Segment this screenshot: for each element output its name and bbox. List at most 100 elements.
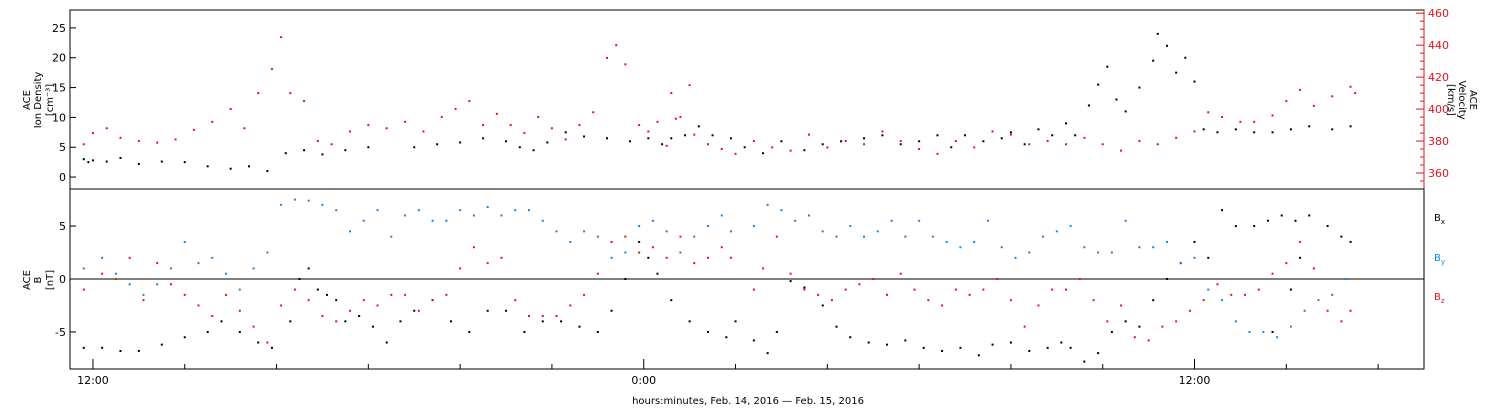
data-point-bx bbox=[775, 330, 778, 333]
data-point-density bbox=[1175, 71, 1178, 74]
data-point-velocity bbox=[973, 146, 976, 149]
data-point-velocity bbox=[468, 100, 471, 103]
data-point-bz bbox=[1349, 309, 1352, 312]
data-point-bx bbox=[335, 299, 338, 302]
data-point-density bbox=[206, 165, 209, 168]
data-point-velocity bbox=[316, 140, 319, 143]
data-point-by bbox=[1028, 251, 1031, 254]
data-point-density bbox=[284, 152, 287, 155]
data-point-bz bbox=[679, 235, 682, 238]
data-point-bz bbox=[404, 293, 407, 296]
data-point-velocity bbox=[1312, 104, 1315, 107]
data-point-bz bbox=[789, 272, 792, 275]
data-point-bz bbox=[362, 299, 365, 302]
data-point-by bbox=[973, 240, 976, 243]
data-point-bz bbox=[1009, 299, 1012, 302]
data-point-velocity bbox=[1175, 136, 1178, 139]
data-point-velocity bbox=[1354, 92, 1357, 95]
data-point-bz bbox=[1326, 309, 1329, 312]
data-point-by bbox=[904, 235, 907, 238]
data-point-density bbox=[780, 140, 783, 143]
data-point-bz bbox=[1175, 320, 1178, 323]
data-point-density bbox=[137, 162, 140, 165]
data-point-by bbox=[959, 246, 962, 249]
data-point-bx bbox=[399, 320, 402, 323]
data-point-velocity bbox=[211, 120, 214, 123]
data-point-density bbox=[1156, 32, 1159, 35]
data-point-velocity bbox=[482, 124, 485, 127]
data-point-bx bbox=[1046, 346, 1049, 349]
data-point-bx bbox=[486, 309, 489, 312]
data-point-velocity bbox=[647, 130, 650, 133]
data-point-density bbox=[564, 131, 567, 134]
data-point-velocity bbox=[615, 44, 618, 47]
data-point-by bbox=[1248, 330, 1251, 333]
data-point-by bbox=[945, 240, 948, 243]
data-point-bz bbox=[431, 299, 434, 302]
data-point-density bbox=[546, 141, 549, 144]
data-point-bz bbox=[1216, 283, 1219, 286]
top-plot-points bbox=[82, 32, 1357, 173]
data-point-bz bbox=[913, 288, 916, 291]
data-point-bz bbox=[1188, 309, 1191, 312]
data-point-bz bbox=[569, 304, 572, 307]
data-point-bx bbox=[849, 336, 852, 339]
data-point-by bbox=[766, 203, 769, 206]
data-point-bz bbox=[1064, 288, 1067, 291]
data-point-bz bbox=[729, 256, 732, 259]
data-point-density bbox=[1009, 131, 1012, 134]
data-point-bz bbox=[885, 293, 888, 296]
data-point-density bbox=[482, 137, 485, 140]
data-point-velocity bbox=[789, 149, 792, 152]
data-point-bz bbox=[996, 278, 999, 280]
top-panel: 0 5 10 15 20 25 360 380 400 420 440 460 ACE Ion De… bbox=[22, 7, 1478, 190]
data-point-by bbox=[183, 240, 186, 243]
data-point-velocity bbox=[1156, 143, 1159, 146]
data-point-bx bbox=[289, 320, 292, 323]
data-point-by bbox=[706, 225, 709, 228]
data-point-velocity bbox=[229, 108, 232, 111]
data-point-velocity bbox=[564, 138, 567, 141]
data-point-density bbox=[1271, 131, 1274, 134]
data-point-bx bbox=[541, 320, 544, 323]
data-point-velocity bbox=[523, 132, 526, 135]
x-axis-title: hours:minutes, Feb. 14, 2016 — Feb. 15, … bbox=[632, 396, 864, 407]
data-point-density bbox=[229, 167, 232, 170]
data-point-density bbox=[105, 160, 108, 163]
data-point-bx bbox=[257, 341, 260, 344]
data-point-by bbox=[101, 256, 104, 259]
data-point-by bbox=[794, 219, 797, 222]
data-point-by bbox=[1097, 251, 1100, 254]
data-point-velocity bbox=[1028, 143, 1031, 146]
data-point-by bbox=[821, 230, 824, 233]
data-point-bx bbox=[941, 350, 944, 352]
data-point-bx bbox=[885, 343, 888, 346]
data-point-velocity bbox=[1207, 111, 1210, 114]
data-point-by bbox=[307, 199, 310, 202]
data-point-bx bbox=[1289, 288, 1292, 291]
top-left-tick-label: 0 bbox=[59, 171, 66, 184]
data-point-by bbox=[1276, 336, 1279, 339]
data-point-velocity bbox=[674, 117, 677, 120]
data-point-density bbox=[982, 140, 985, 143]
data-point-velocity bbox=[1009, 133, 1012, 136]
data-point-density bbox=[1216, 131, 1219, 134]
top-left-tick-label: 20 bbox=[52, 52, 66, 65]
data-point-density bbox=[964, 134, 967, 137]
data-point-by bbox=[82, 267, 85, 270]
data-point-bz bbox=[624, 235, 627, 238]
data-point-density bbox=[321, 153, 324, 156]
data-point-velocity bbox=[991, 130, 994, 133]
data-point-velocity bbox=[720, 148, 723, 151]
data-point-velocity bbox=[105, 127, 108, 130]
data-point-bz bbox=[1340, 320, 1343, 323]
data-point-density bbox=[1000, 137, 1003, 140]
data-point-density bbox=[1202, 128, 1205, 131]
data-point-density bbox=[1106, 65, 1109, 68]
data-point-bz bbox=[252, 325, 255, 328]
data-point-bz bbox=[376, 304, 379, 307]
data-point-bz bbox=[307, 299, 310, 302]
data-point-bz bbox=[1147, 339, 1150, 342]
data-point-bz bbox=[858, 283, 861, 286]
data-point-bz bbox=[142, 299, 145, 302]
